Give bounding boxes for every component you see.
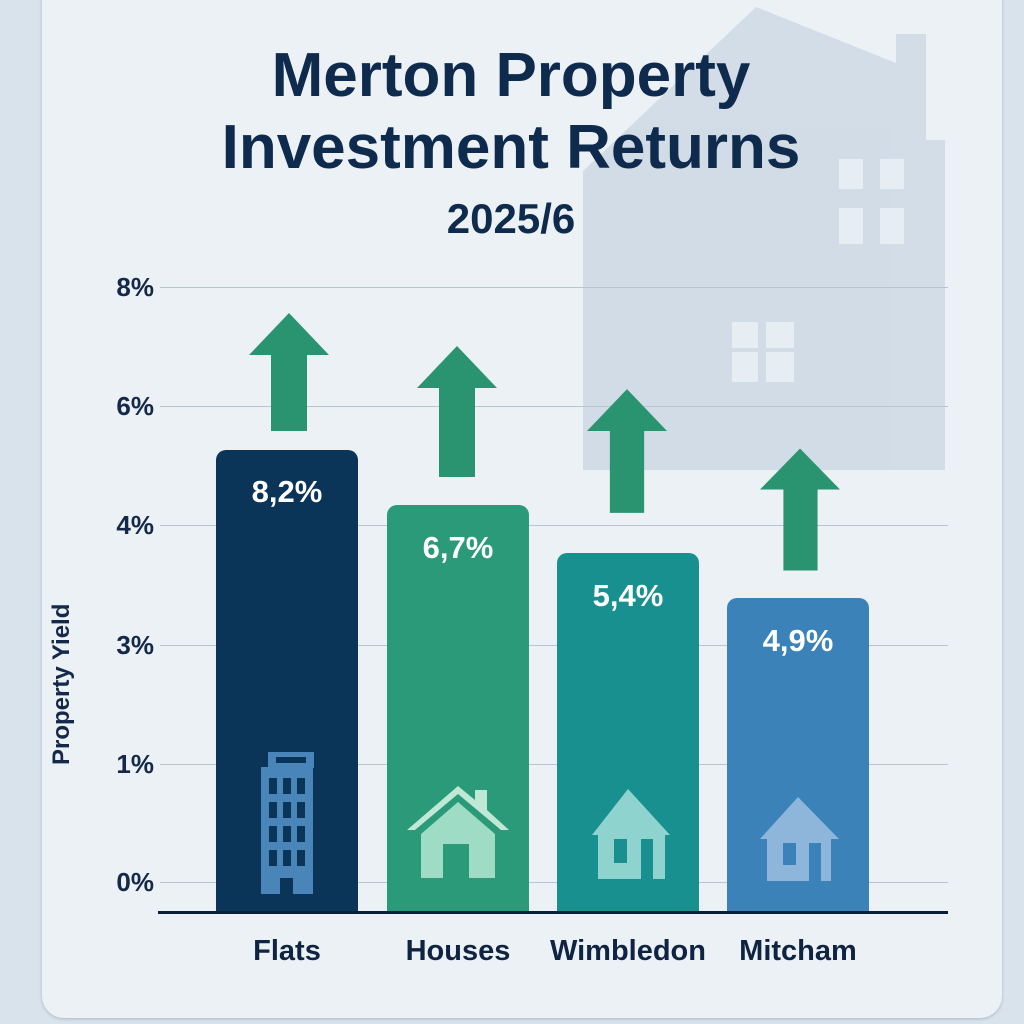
bar-value-label: 8,2% [251, 474, 323, 509]
y-tick: 1% [116, 749, 154, 779]
bar-flats: 8,2% [216, 450, 358, 912]
y-tick: 3% [116, 630, 154, 660]
bar-mitcham: 4,9% [727, 598, 869, 912]
apartment-building-icon [261, 752, 314, 894]
bar-wimbledon: 5,4% [557, 553, 699, 912]
infographic-card: Merton Property Investment Returns 2025/… [42, 0, 1002, 1018]
chart-title-line1: Merton Property [271, 41, 751, 110]
house-icon [760, 797, 839, 881]
house-with-chimney-icon [407, 786, 509, 878]
up-arrow-icon [417, 346, 497, 477]
bar-value-label: 6,7% [422, 530, 494, 565]
chart-title-line2: Investment Returns [221, 113, 801, 182]
bar-value-label: 5,4% [592, 578, 664, 613]
gridline-4 [160, 525, 948, 526]
y-tick: 4% [116, 510, 154, 540]
x-label-mitcham: Mitcham [739, 935, 857, 967]
gridline-1 [160, 764, 948, 765]
gridline-0 [160, 882, 948, 883]
house-icon [592, 789, 670, 879]
chart-subtitle: 2025/6 [446, 195, 576, 242]
bar-houses: 6,7% [387, 505, 529, 912]
gridline-8 [160, 287, 948, 288]
y-axis-label: Property Yield [48, 603, 75, 765]
y-tick: 8% [116, 272, 154, 302]
x-axis-line [158, 911, 948, 914]
x-label-houses: Houses [405, 935, 511, 967]
up-arrow-icon [587, 389, 667, 513]
x-label-wimbledon: Wimbledon [549, 935, 706, 967]
up-arrow-icon [760, 448, 840, 571]
x-label-flats: Flats [253, 935, 321, 967]
gridline-6 [160, 406, 948, 407]
gridline-3 [160, 645, 948, 646]
up-arrow-icon [249, 313, 329, 431]
bar-value-label: 4,9% [762, 623, 834, 658]
y-tick: 0% [116, 867, 154, 897]
y-tick: 6% [116, 391, 154, 421]
